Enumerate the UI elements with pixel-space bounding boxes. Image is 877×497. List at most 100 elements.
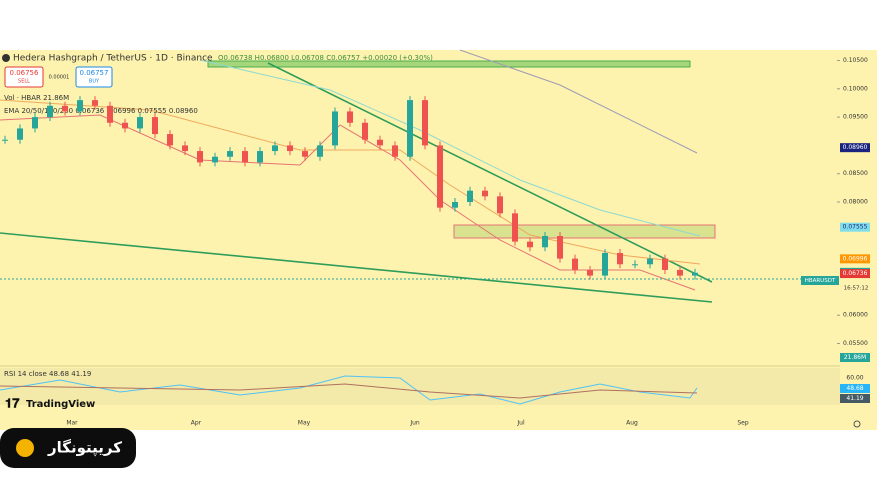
sell-price: 0.06756: [10, 69, 39, 77]
candle: [512, 213, 518, 242]
candle: [167, 134, 173, 146]
rsi-ma-value: 41.19: [846, 395, 863, 402]
candle: [17, 128, 23, 140]
candle: [572, 258, 578, 270]
rsi-ma-badge: [840, 394, 870, 403]
candle: [242, 151, 248, 163]
candle: [287, 145, 293, 152]
symbol: Hedera Hashgraph / TetherUS · 1D · Binan…: [13, 54, 213, 64]
zone: [207, 60, 691, 68]
candle: [602, 252, 608, 276]
candle: [77, 100, 83, 112]
symbol-icon: [2, 54, 10, 62]
candle: [557, 235, 563, 259]
settings-icon[interactable]: [853, 420, 861, 428]
y-tick-label: 0.05500: [843, 340, 868, 347]
ticker: HBARUSDT: [805, 278, 836, 284]
rsi-pane: [0, 368, 840, 405]
spread: 0.00001: [49, 75, 70, 81]
x-tick-label: Jul: [516, 420, 525, 427]
price-badge: [840, 143, 870, 153]
candle: [212, 156, 218, 163]
candle: [692, 272, 698, 276]
logo-icon: [16, 439, 34, 457]
candle: [422, 100, 428, 146]
candle: [482, 190, 488, 197]
y-tick-label: 0.08500: [843, 170, 868, 177]
candle: [407, 100, 413, 157]
rsi-level: 60.00: [846, 375, 863, 382]
rsi-value: 48.68: [846, 385, 863, 392]
y-tick-label: 0.10000: [843, 85, 868, 92]
x-tick-label: Apr: [191, 420, 202, 427]
x-tick-label: Jun: [409, 420, 420, 427]
candle: [497, 196, 503, 214]
volume-badge: [840, 353, 870, 362]
candle: [677, 269, 683, 276]
price-badge-label: 0.08960: [843, 144, 868, 151]
brand: TradingView: [26, 399, 95, 410]
candle: [152, 117, 158, 135]
rsi-badge: [840, 384, 870, 393]
rsi-legend: RSI 14 close 48.68 41.19: [4, 370, 91, 378]
candle: [182, 145, 188, 152]
price-badge: [840, 254, 870, 264]
candle: [542, 235, 548, 248]
price-badge-label: 0.07555: [843, 224, 868, 231]
candle: [2, 139, 8, 141]
logo-text: کریپتونگار: [47, 439, 122, 458]
candle: [107, 105, 113, 123]
candle: [362, 122, 368, 140]
candle: [32, 117, 38, 129]
price-badge: [840, 222, 870, 232]
candle: [197, 151, 203, 163]
candle: [437, 145, 443, 208]
tv-mark: 𝟏𝟕: [5, 397, 20, 412]
candle: [347, 111, 353, 123]
buy-button[interactable]: [75, 66, 113, 88]
ema-100: [199, 59, 701, 237]
trendline: [0, 232, 713, 303]
countdown: 16:57:12: [844, 286, 869, 292]
buy-price: 0.06757: [80, 69, 109, 77]
candle: [227, 151, 233, 157]
x-tick-label: May: [298, 420, 311, 427]
candle: [62, 105, 68, 112]
y-tick-label: 0.09500: [843, 114, 868, 121]
volume-legend: Vol · HBAR 21.86M: [4, 94, 69, 102]
ticker-badge: [801, 276, 839, 285]
price-badge-label: 0.06996: [843, 255, 868, 262]
candle: [662, 258, 668, 270]
x-tick-label: Mar: [66, 420, 78, 427]
candle: [317, 145, 323, 157]
candle: [302, 151, 308, 157]
candle: [122, 122, 128, 129]
y-tick-label: 0.08000: [843, 199, 868, 206]
y-tick-label: 0.10500: [843, 57, 868, 64]
y-tick-label: 0.06000: [843, 312, 868, 319]
candle: [467, 190, 473, 203]
candle: [617, 252, 623, 265]
price-badge: [840, 269, 870, 279]
candle: [647, 258, 653, 265]
ema-legend: EMA 20/50/100/200 0.06736 0.06996 0.0755…: [4, 107, 198, 115]
candle: [137, 117, 143, 129]
candle: [377, 139, 383, 146]
candle: [332, 111, 338, 146]
candle: [527, 241, 533, 248]
ohlc: O0.06738 H0.06800 L0.06708 C0.06757 +0.0…: [218, 54, 433, 62]
candle: [47, 105, 53, 118]
logo-badge: [0, 428, 136, 468]
sell-button[interactable]: [4, 66, 44, 88]
candle: [632, 264, 638, 266]
price-badge-label: 0.06736: [843, 270, 868, 277]
ema-20: [0, 114, 696, 291]
candle: [452, 202, 458, 208]
zone: [453, 224, 716, 239]
rsi-ma: [0, 383, 698, 399]
candle: [92, 100, 98, 106]
candle: [257, 151, 263, 163]
candle: [587, 269, 593, 276]
chart-background: [0, 50, 877, 430]
